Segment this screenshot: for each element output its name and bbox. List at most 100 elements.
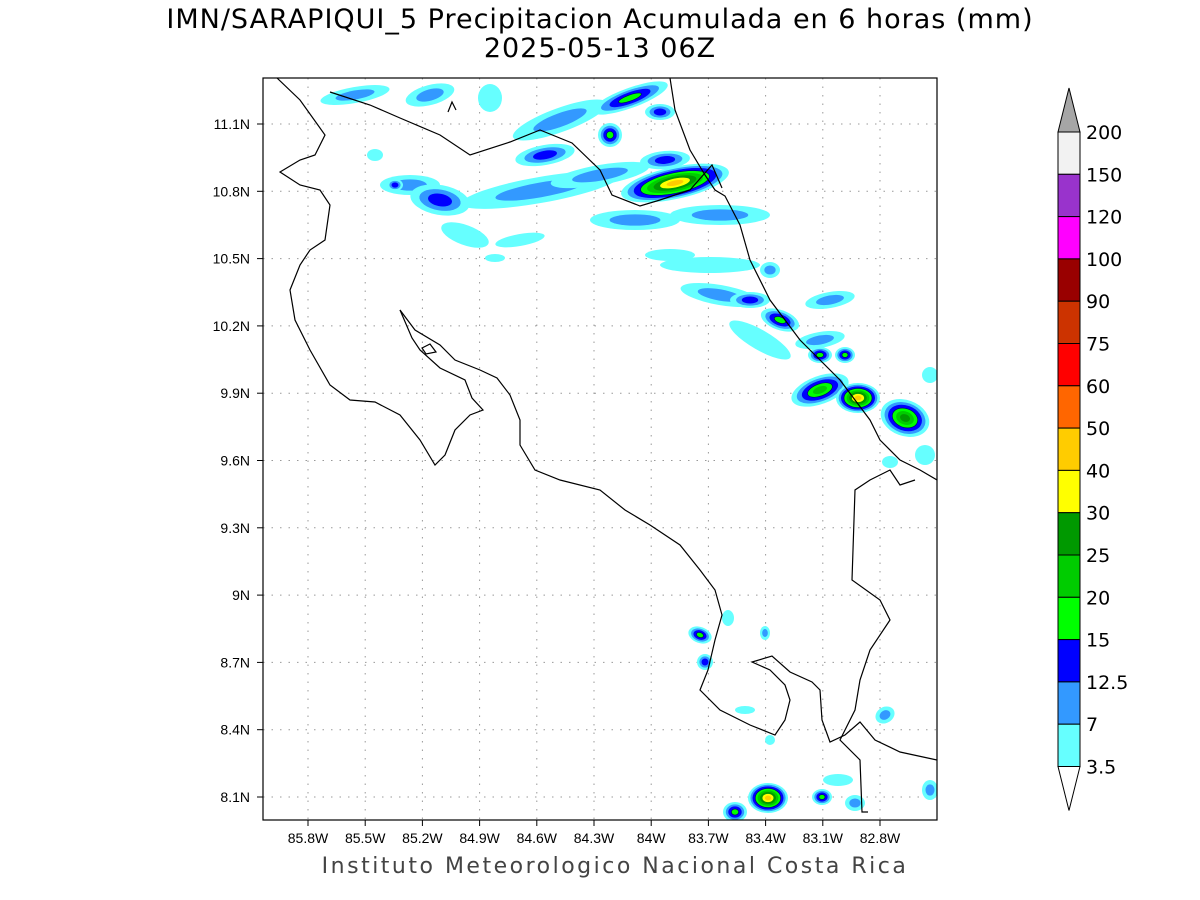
precip-contour [722,610,734,626]
precip-contour [823,774,853,786]
precip-contour [645,249,695,261]
lon-tick-label: 82.8W [860,830,901,846]
colorbar-swatch [1057,469,1081,514]
colorbar-level-label: 90 [1086,291,1110,313]
lon-tick-label: 85.2W [402,830,443,846]
precip-contour [816,352,824,358]
lon-tick-label: 85.8W [288,830,329,846]
precip-contour [618,92,642,104]
lat-tick-label: 10.2N [213,318,250,334]
precip-contour [653,108,667,116]
plot-frame [262,77,938,821]
panama-border [839,469,916,813]
precip-contour [391,182,399,188]
lon-tick-label: 84.9W [459,830,500,846]
precip-contour [882,456,898,468]
precip-contour [701,658,709,666]
precip-contour [441,222,489,248]
colorbar-swatch [1057,258,1081,302]
colorbar-level-label: 40 [1086,460,1110,482]
lat-tick-label: 9.9N [220,385,250,401]
precip-contour [741,296,759,304]
lat-tick-label: 10.8N [213,183,250,199]
nicaragua-border [329,91,723,207]
precip-contour [335,89,375,101]
precip-contour [879,710,891,720]
colorbar-swatch [1057,596,1081,641]
lat-tick-label: 11.1N [214,116,250,132]
colorbar-level-label: 60 [1086,376,1110,398]
precip-contour [416,88,444,102]
colorbar-swatch [1057,639,1081,683]
precip-contour [849,798,861,808]
precip-contour [854,395,862,401]
colorbar-swatch [1057,216,1081,260]
precip-contour [654,156,676,164]
precip-contour [773,316,787,324]
colorbar-legend: 3.5 7 12.5 15 20 25 30 40 50 60 75 90 100 120 150 200 [1057,87,1128,811]
precip-contour [806,334,834,346]
pacific-coast-north [276,78,485,466]
colorbar-swatch [1057,512,1081,556]
lon-tick-label: 83.4W [745,830,786,846]
colorbar-level-label: 30 [1086,503,1110,525]
colorbar-swatch [1057,427,1081,471]
colorbar-level-label: 200 [1086,122,1122,144]
lon-tick-label: 84W [637,830,667,846]
precip-contour [666,179,684,187]
colorbar-level-label: 7 [1086,714,1098,736]
colorbar-level-label: 25 [1086,545,1110,567]
precip-contour [764,795,772,801]
footer-credit: Instituto Meteorologico Nacional Costa R… [321,854,909,879]
precip-contour [729,320,791,360]
colorbar-over-arrow [1057,87,1081,133]
precip-contour [925,784,935,796]
lat-tick-label: 8.1N [220,789,250,805]
colorbar-level-label: 12.5 [1086,672,1128,694]
precip-contour [696,632,704,638]
colorbar-swatch [1057,385,1081,429]
colorbar-level-label: 75 [1086,334,1110,356]
precipitation-field [320,81,937,820]
precip-contour [495,232,545,248]
precip-contour [485,254,505,262]
lat-tick-label: 9.6N [220,453,250,469]
precip-contour [841,352,849,358]
colorbar-swatch [1057,343,1081,387]
precip-contour [735,706,755,714]
colorbar-swatch [1057,554,1081,598]
precip-contour [367,149,383,161]
colorbar-level-label: 50 [1086,418,1110,440]
lat-tick-label: 8.7N [220,654,250,670]
precip-contour [765,735,775,745]
precip-contour [609,214,661,226]
precip-contour [691,209,749,221]
lon-tick-label: 84.3W [574,830,615,846]
colorbar-under-arrow [1057,766,1081,811]
island [421,343,438,355]
precip-contour [428,193,452,207]
colorbar-swatch [1057,173,1081,218]
colorbar-level-label: 100 [1086,249,1122,271]
colorbar-swatch [1057,681,1081,725]
colorbar-level-label: 150 [1086,164,1122,186]
precip-contour [816,294,844,306]
lon-tick-label: 83.7W [688,830,729,846]
colorbar-level-label: 3.5 [1086,757,1116,779]
lon-tick-label: 83.1W [803,830,844,846]
lon-tick-label: 85.5W [345,830,386,846]
precip-contour [818,794,826,800]
lat-tick-label: 10.5N [213,251,250,267]
lat-tick-label: 9N [232,587,250,603]
precip-contour [915,445,935,465]
precip-contour [533,108,587,132]
precip-contour [922,367,937,383]
coastlines-borders [276,78,937,813]
precip-contour [899,414,911,422]
lat-tick-label: 9.3N [220,520,250,536]
precip-contour [812,385,828,395]
precip-contour [762,629,768,637]
lon-tick-label: 84.6W [517,830,558,846]
precip-contour [478,84,502,112]
